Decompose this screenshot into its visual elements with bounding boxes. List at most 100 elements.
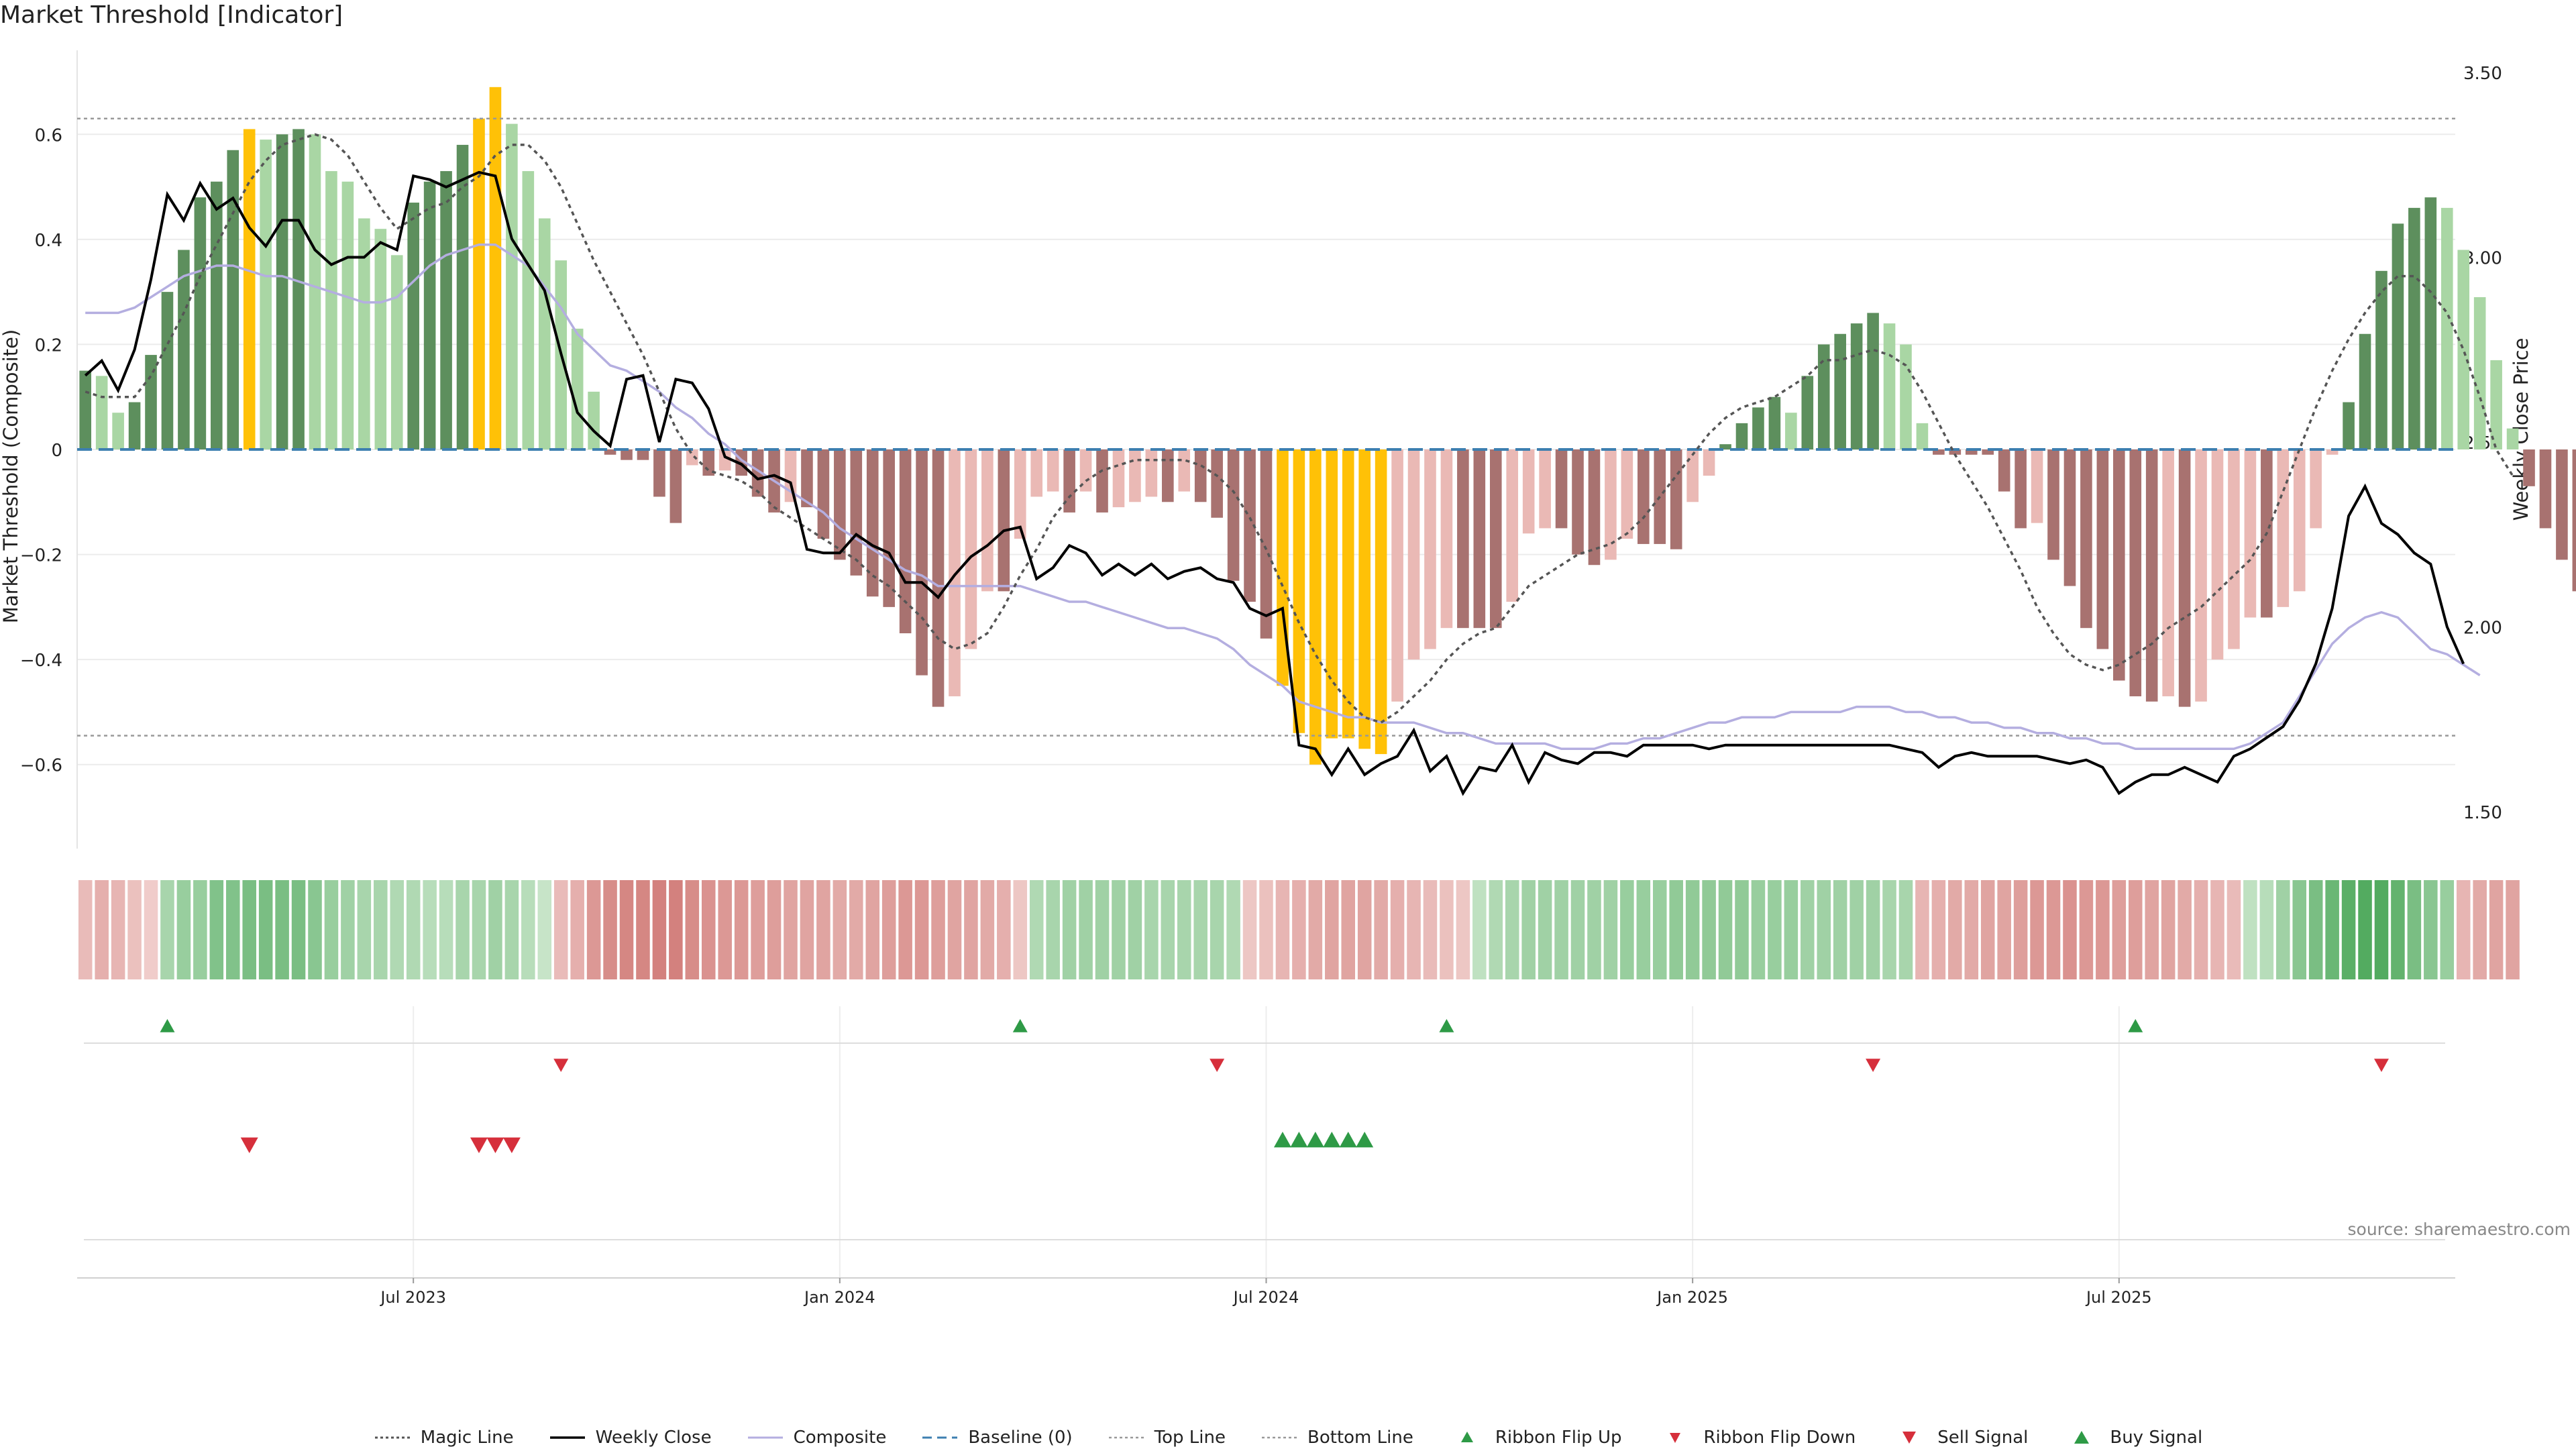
composite-bar (2310, 449, 2322, 529)
composite-bar (2457, 250, 2470, 449)
composite-bar (292, 129, 305, 449)
y-tick-label: 0 (51, 441, 62, 461)
composite-bar (2228, 449, 2240, 649)
ribbon-cell (603, 880, 617, 979)
composite-bar (1440, 449, 1453, 629)
ribbon-cell (1587, 880, 1601, 979)
ribbon-flip-down-icon (553, 1059, 569, 1072)
composite-bar (374, 229, 387, 449)
legend-label: Baseline (0) (968, 1428, 1073, 1448)
ribbon-cell (423, 880, 437, 979)
ribbon-cell (1554, 880, 1568, 979)
ribbon-cell (1292, 880, 1306, 979)
ribbon-cell (1849, 880, 1864, 979)
ribbon-cell (2308, 880, 2323, 979)
ribbon-cell (619, 880, 634, 979)
composite-bar (1867, 313, 1879, 449)
ribbon-cell (914, 880, 929, 979)
ribbon-cell (2243, 880, 2257, 979)
composite-bar (1063, 449, 1075, 513)
composite-bar (571, 328, 584, 449)
ribbon-cell (2391, 880, 2405, 979)
composite-bar (1916, 423, 1929, 449)
composite-bar (194, 197, 207, 449)
composite-bar (489, 87, 502, 450)
ribbon-cell (308, 880, 322, 979)
composite-bar (588, 391, 600, 449)
chart-legend: Magic Line Weekly Close Composite Baseline … (0, 1428, 2576, 1448)
buy-signal-icon (1356, 1132, 1374, 1148)
ribbon-cell (1948, 880, 1962, 979)
composite-bar (1900, 344, 1912, 449)
composite-bar (440, 171, 452, 449)
buy-signal-icon (1323, 1132, 1341, 1148)
ribbon-cell (1029, 880, 1044, 979)
composite-bar (1407, 449, 1420, 660)
ribbon-cell (1128, 880, 1142, 979)
ribbon-cell (1226, 880, 1240, 979)
composite-bar (669, 449, 682, 523)
ribbon-cell (1964, 880, 1979, 979)
composite-bar (1735, 423, 1748, 449)
composite-bar (1244, 449, 1256, 602)
ribbon-cell (2292, 880, 2307, 979)
ribbon-cell (1193, 880, 1208, 979)
ribbon-cell (1472, 880, 1487, 979)
ribbon-cell (718, 880, 732, 979)
ribbon-cell (258, 880, 273, 979)
ribbon-cell (111, 880, 125, 979)
composite-bar (1489, 449, 1502, 629)
ribbon-cell (652, 880, 667, 979)
ribbon-cell (865, 880, 880, 979)
ribbon-cell (2161, 880, 2176, 979)
ribbon-cell (816, 880, 830, 979)
composite-bar (2129, 449, 2142, 696)
x-tick-label: Jul 2024 (1232, 1288, 1299, 1307)
ribbon-cell (964, 880, 978, 979)
composite-bar (1227, 449, 1240, 581)
composite-bar (965, 449, 977, 649)
source-note: source: sharemaestro.com (2347, 1220, 2571, 1239)
ribbon-cell (931, 880, 945, 979)
composite-bar (1686, 449, 1699, 502)
ribbon-cell (439, 880, 453, 979)
sell-signal-icon (240, 1137, 258, 1153)
composite-bar (1801, 376, 1814, 449)
ribbon-cell (2440, 880, 2455, 979)
composite-bar (79, 370, 92, 449)
composite-bar (1375, 449, 1387, 755)
composite-bar (2392, 223, 2404, 449)
composite-bar (161, 292, 174, 449)
composite-bar (1079, 449, 1092, 492)
composite-bar (1572, 449, 1584, 555)
ribbon-cell (488, 880, 502, 979)
composite-bar (2539, 449, 2552, 529)
composite-bar (2277, 449, 2290, 607)
ribbon-cell (1242, 880, 1257, 979)
composite-bar (751, 449, 764, 497)
composite-bar (1638, 449, 1650, 544)
composite-bar (2473, 297, 2486, 449)
ribbon-cell (1046, 880, 1060, 979)
x-tick-label: Jan 2025 (1656, 1288, 1728, 1307)
x-tick-label: Jan 2024 (803, 1288, 875, 1307)
legend-symbol-dotted-line-light (1108, 1436, 1144, 1439)
chart-title: Market Threshold [Indicator] (0, 1, 343, 29)
ribbon-cell (521, 880, 535, 979)
composite-bar (1817, 344, 1830, 449)
ribbon-cell (1751, 880, 1766, 979)
ribbon-cell (2341, 880, 2356, 979)
composite-bar (2145, 449, 2158, 702)
ribbon-cell (1652, 880, 1667, 979)
composite-bar (1785, 413, 1797, 449)
composite-bar (1834, 333, 1846, 449)
ribbon-cell (1423, 880, 1438, 979)
ribbon-cell (127, 880, 142, 979)
y-tick-label: 0.2 (35, 335, 62, 356)
composite-bar (2178, 449, 2191, 707)
composite-bar (1522, 449, 1535, 534)
ribbon-cell (2325, 880, 2339, 979)
ribbon-cell (849, 880, 863, 979)
ribbon-cell (1620, 880, 1634, 979)
